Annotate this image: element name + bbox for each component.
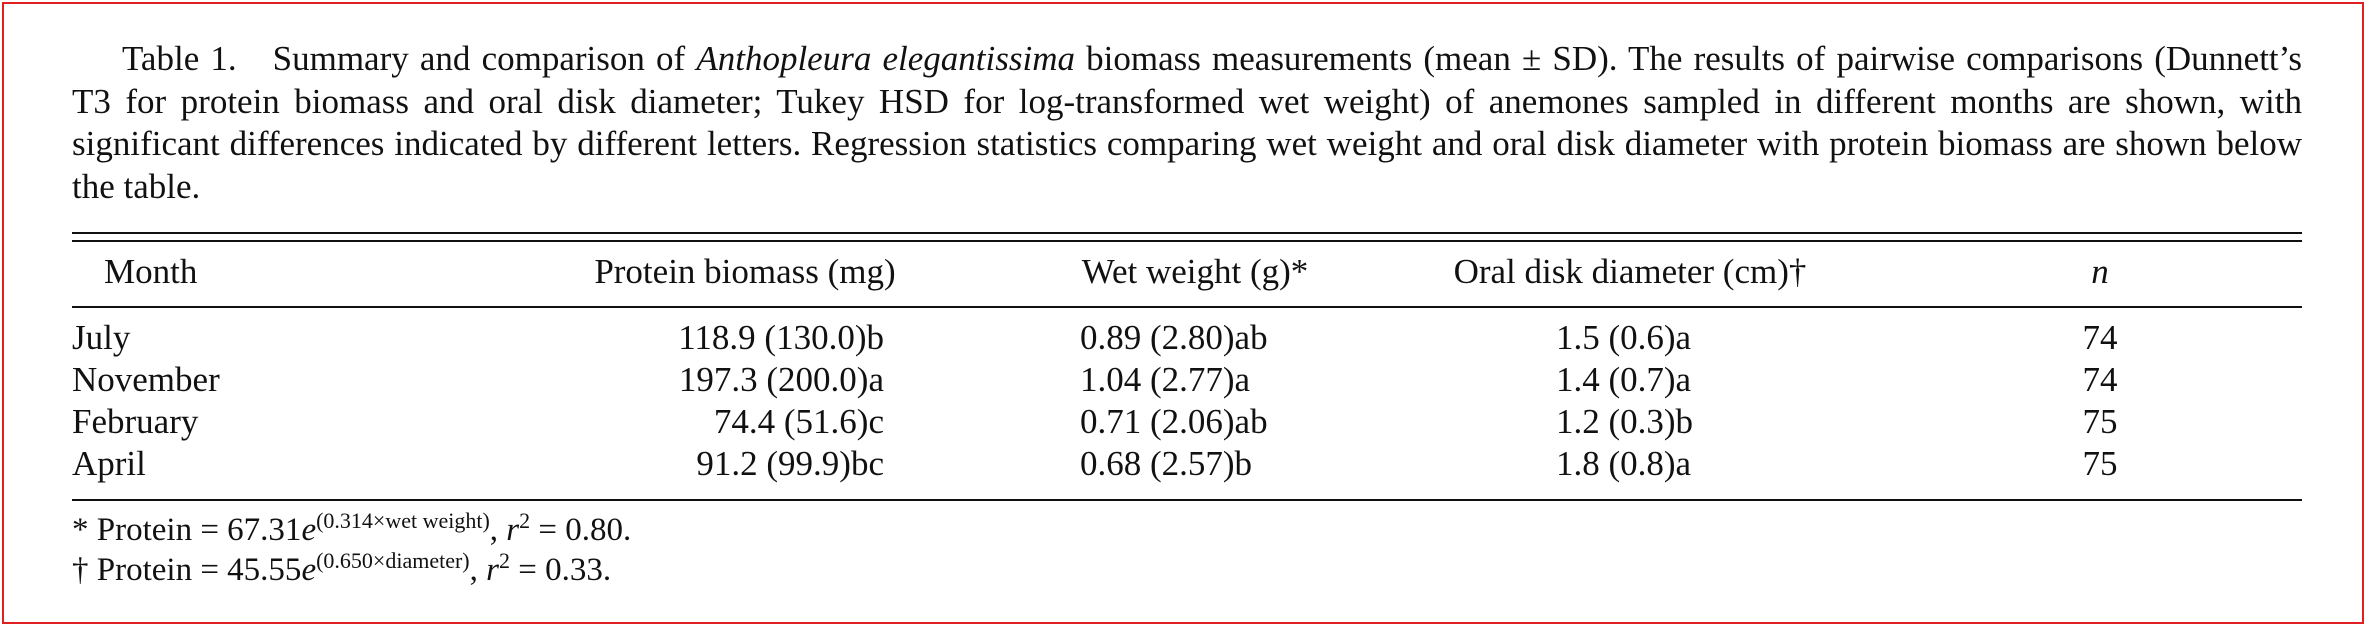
row-july-month: July bbox=[72, 318, 131, 357]
row-november-wet: 1.04 (2.77)a bbox=[1080, 360, 1251, 399]
row-april-protein: 91.2 (99.9)bc bbox=[696, 444, 884, 483]
row-november-protein: 197.3 (200.0)a bbox=[678, 360, 884, 399]
footnote-diameter-suffix: = 0.33. bbox=[509, 552, 612, 588]
header-n: n bbox=[2091, 252, 2109, 291]
header-wet-weight: Wet weight (g)* bbox=[1081, 252, 1309, 291]
row-april-wet: 0.68 (2.57)b bbox=[1080, 444, 1253, 483]
table-label: Table 1. bbox=[122, 39, 237, 78]
row-november-n: 74 bbox=[2082, 360, 2118, 399]
header-rule bbox=[72, 306, 2302, 308]
footnote-diameter-r-sup: 2 bbox=[498, 548, 510, 573]
footnote-diameter-prefix: † Protein = 45.55 bbox=[72, 552, 302, 588]
footnote-diameter-r: r bbox=[486, 552, 499, 588]
table-bottom-rule bbox=[72, 499, 2302, 501]
footnote-wet-weight: * Protein = 67.31e(0.314×wet weight), r2… bbox=[72, 508, 632, 549]
footnote-diameter-exponent: (0.650×diameter) bbox=[316, 548, 470, 573]
footnote-wet-weight-r: r bbox=[506, 512, 520, 548]
row-july-n: 74 bbox=[2082, 318, 2118, 357]
table-top-rule-inner bbox=[72, 240, 2302, 242]
species-name: Anthopleura elegantissima bbox=[696, 39, 1075, 78]
caption-text-before: Summary and comparison of bbox=[272, 39, 697, 78]
caption-text-after: biomass measurements (mean ± SD). The re… bbox=[72, 39, 2302, 206]
table-caption: Table 1. Summary and comparison of Anthop… bbox=[72, 38, 2302, 208]
row-february-protein: 74.4 (51.6)c bbox=[713, 402, 884, 441]
row-july-protein: 118.9 (130.0)b bbox=[678, 318, 884, 357]
footnote-diameter: † Protein = 45.55e(0.650×diameter), r2 =… bbox=[72, 548, 612, 589]
footnote-wet-weight-base: e bbox=[301, 512, 317, 548]
table-top-rule bbox=[72, 232, 2302, 234]
header-month: Month bbox=[104, 252, 198, 291]
row-february-n: 75 bbox=[2082, 402, 2118, 441]
row-april-month: April bbox=[72, 444, 146, 483]
row-july-wet: 0.89 (2.80)ab bbox=[1080, 318, 1268, 357]
row-february-month: February bbox=[72, 402, 199, 441]
row-february-wet: 0.71 (2.06)ab bbox=[1080, 402, 1268, 441]
header-protein-biomass: Protein biomass (mg) bbox=[594, 252, 896, 291]
row-april-n: 75 bbox=[2082, 444, 2118, 483]
footnote-wet-weight-exponent: (0.314×wet weight) bbox=[316, 508, 490, 533]
footnote-wet-weight-suffix: = 0.80. bbox=[530, 512, 632, 548]
row-july-oral: 1.5 (0.6)a bbox=[1556, 318, 1692, 357]
footnote-wet-weight-r-sup: 2 bbox=[519, 508, 531, 533]
row-november-oral: 1.4 (0.7)a bbox=[1556, 360, 1692, 399]
row-november-month: November bbox=[72, 360, 220, 399]
row-april-oral: 1.8 (0.8)a bbox=[1556, 444, 1692, 483]
row-february-oral: 1.2 (0.3)b bbox=[1556, 402, 1694, 441]
footnote-wet-weight-prefix: * Protein = 67.31 bbox=[72, 512, 302, 548]
header-oral-disk-diameter: Oral disk diameter (cm)† bbox=[1453, 252, 1807, 291]
footnote-diameter-base: e bbox=[301, 552, 317, 588]
